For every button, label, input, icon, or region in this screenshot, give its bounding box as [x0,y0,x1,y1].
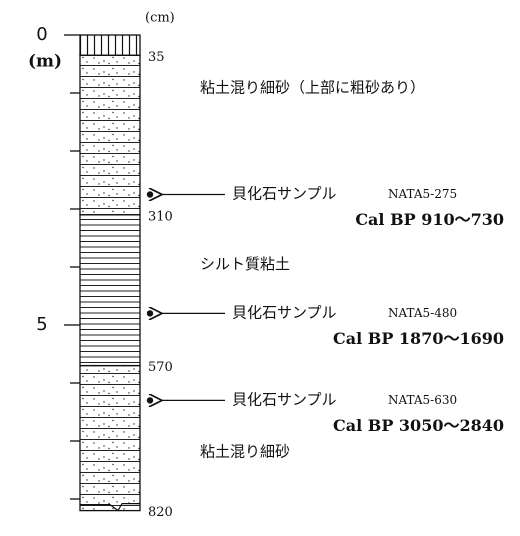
depth-unit-label: (cm) [145,11,175,26]
layer-description: シルト質粘土 [200,255,290,273]
depth-label: 570 [148,360,173,375]
unit-label: (m) [28,52,62,72]
depth-label: 820 [148,505,173,520]
sample-label: 貝化石サンプル [232,185,337,203]
layer [80,55,140,215]
sample-id: NATA5-630 [388,393,457,407]
depth-label: 310 [148,209,173,224]
sample-id: NATA5-480 [388,306,457,320]
depth-label: 35 [148,50,165,65]
sample-age: Cal BP 3050〜2840 [333,416,504,435]
layer [80,215,140,366]
tick-label: 5 [36,314,47,335]
sample-label: 貝化石サンプル [232,390,337,408]
layer [80,366,140,511]
layer-description: 粘土混り細砂（上部に粗砂あり） [200,78,425,96]
sample-label: 貝化石サンプル [232,303,337,321]
sample-dot [147,191,153,197]
sample-dot [147,310,153,316]
diagram: (m) (cm) 0 5 35 310 粘土混り細砂（上部に粗砂あり） 570 シルト質粘土… [0,0,520,536]
layer [80,35,140,55]
sample-age: Cal BP 1870〜1690 [333,329,504,348]
sample-id: NATA5-275 [388,187,457,201]
sample-age: Cal BP 910〜730 [355,210,504,229]
tick-label: 0 [36,24,47,45]
page: {"scale": {"unit_label": "(m)", "depth_u… [0,0,520,536]
layer-description: 粘土混り細砂 [200,443,290,461]
sample-dot [147,397,153,403]
